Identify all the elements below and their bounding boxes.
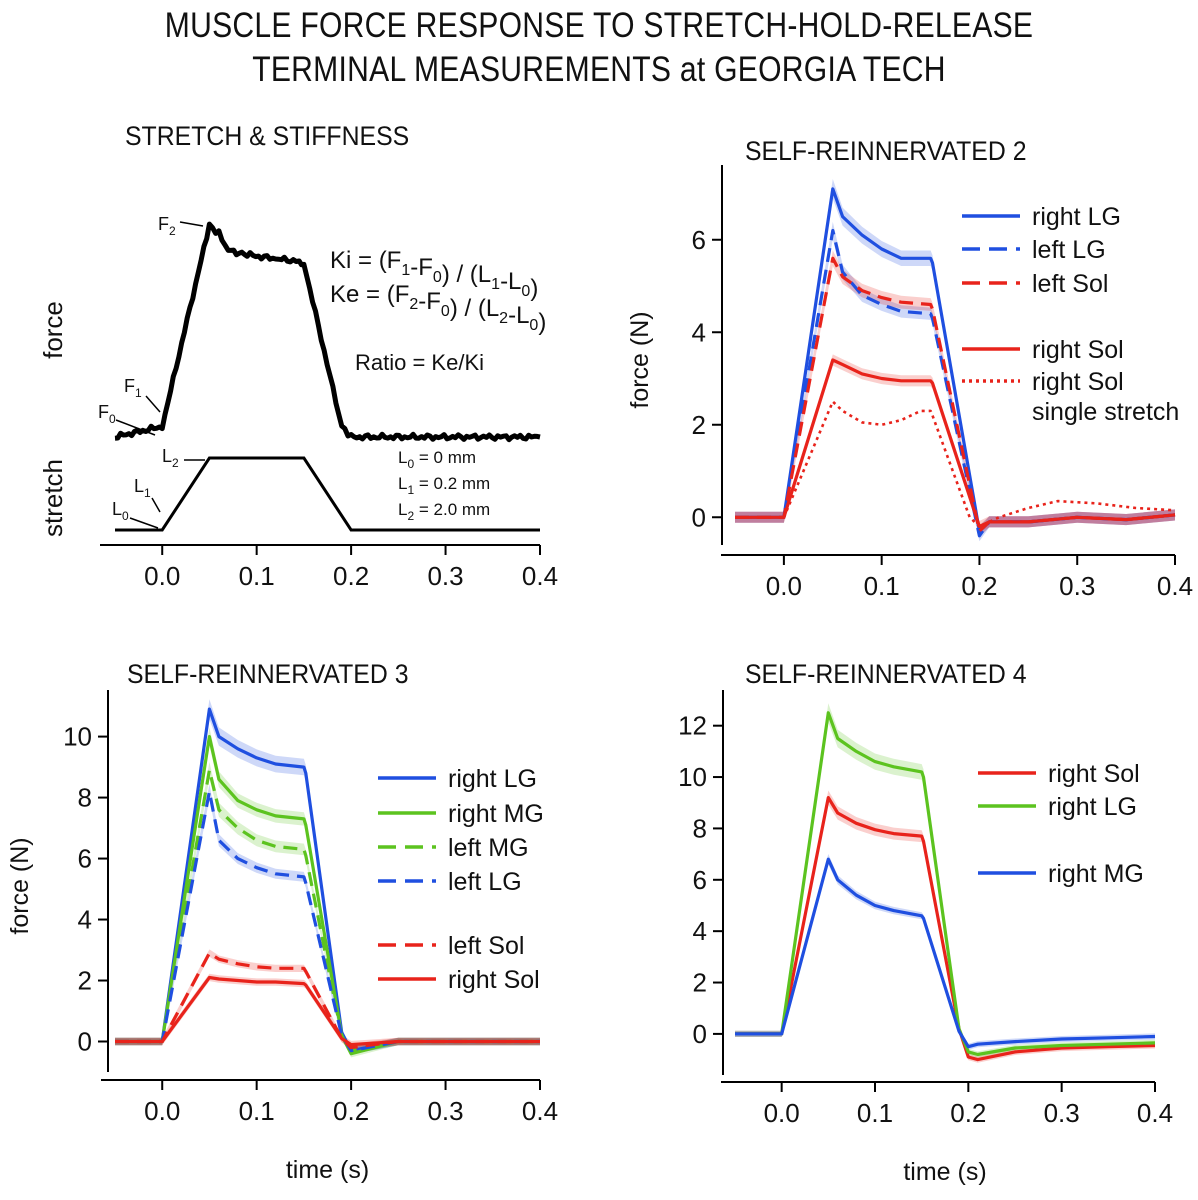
panel-4-x-tick-label: 0.0 bbox=[764, 1098, 800, 1128]
panel-2-x-tick-label: 0.0 bbox=[766, 571, 802, 601]
panel-2-x-tick-label: 0.3 bbox=[1059, 571, 1095, 601]
panel-2-y-tick-label: 0 bbox=[692, 502, 706, 532]
panel-2-legend-label-1: left LG bbox=[1032, 236, 1106, 264]
panel-3-x-tick-label: 0.4 bbox=[522, 1096, 558, 1126]
panel-3-y-tick-label: 8 bbox=[78, 783, 92, 813]
panel-4-series-line-2 bbox=[735, 857, 1156, 1049]
panel-4-y-tick-label: 0 bbox=[693, 1019, 707, 1049]
panel-4-series-line-0 bbox=[735, 795, 1156, 1062]
panel-2-series-band-3 bbox=[735, 354, 1175, 532]
label-F0: F0 bbox=[98, 402, 116, 426]
panel-2-legend-label-0: right LG bbox=[1032, 203, 1121, 231]
stretch-axis-label: stretch bbox=[38, 459, 68, 537]
panel-2-series-line-3 bbox=[735, 358, 1176, 529]
panel-2-series-line-2 bbox=[735, 256, 1176, 533]
equation-ki: Ki = (F1-F0) / (L1-L0) bbox=[330, 247, 538, 302]
panel-4-y-tick-label: 2 bbox=[693, 968, 707, 998]
force-axis-label: force bbox=[38, 301, 68, 359]
stretch-panel-title: STRETCH & STIFFNESS bbox=[125, 122, 409, 151]
panel-2-y-axis-label: force (N) bbox=[626, 311, 654, 408]
panel-3-legend-label-4: left Sol bbox=[448, 932, 524, 960]
panel-3-legend-label-1: right MG bbox=[448, 800, 544, 828]
label-L0: L0 bbox=[112, 499, 129, 523]
panel-4-x-tick-label: 0.3 bbox=[1044, 1098, 1080, 1128]
panel-3-x-tick-label: 0.1 bbox=[239, 1096, 275, 1126]
stretch-panel-x-tick-label: 0.2 bbox=[333, 561, 369, 591]
panel-3-y-tick-label: 6 bbox=[78, 844, 92, 874]
stretch-panel-x-tick-label: 0.1 bbox=[239, 561, 275, 591]
panel-2-legend-label-4: right Sol bbox=[1032, 368, 1124, 396]
panel-4-y-tick-label: 12 bbox=[678, 711, 707, 741]
panel-3-y-tick-label: 2 bbox=[78, 966, 92, 996]
arrow-F1 bbox=[145, 395, 161, 413]
panel-3-legend-label-0: right LG bbox=[448, 765, 537, 793]
panel-3-y-tick-label: 4 bbox=[78, 905, 92, 935]
panel-4-legend-label-1: right LG bbox=[1048, 793, 1137, 821]
panel-2-y-tick-label: 6 bbox=[692, 225, 706, 255]
panel-4-series-line-1 bbox=[735, 711, 1156, 1057]
panel-3-x-tick-label: 0.0 bbox=[144, 1096, 180, 1126]
panel-4-y-tick-label: 10 bbox=[678, 762, 707, 792]
figure-title-line-1: MUSCLE FORCE RESPONSE TO STRETCH-HOLD-RE… bbox=[164, 6, 1034, 45]
arrow-F0 bbox=[115, 419, 156, 436]
equation-ke: Ke = (F2-F0) / (L2-L0) bbox=[330, 281, 546, 336]
panel-3-legend-label-3: left LG bbox=[448, 868, 522, 896]
panel-4-y-tick-label: 6 bbox=[693, 865, 707, 895]
panel-2-x-tick-label: 0.2 bbox=[961, 571, 997, 601]
panel-4-title: SELF-REINNERVATED 4 bbox=[745, 660, 1027, 689]
length-label-2: L2 = 2.0 mm bbox=[398, 500, 490, 523]
panel-4-x-tick-label: 0.4 bbox=[1137, 1098, 1173, 1128]
arrow-L1 bbox=[151, 497, 161, 513]
panel-3-y-axis-label: force (N) bbox=[6, 837, 34, 934]
panel-3-x-tick-label: 0.2 bbox=[333, 1096, 369, 1126]
panel-2-legend-label-4: single stretch bbox=[1032, 398, 1179, 426]
panel-3-legend-label-2: left MG bbox=[448, 834, 529, 862]
panel-2-y-tick-label: 4 bbox=[692, 317, 706, 347]
panel-2-title: SELF-REINNERVATED 2 bbox=[745, 137, 1027, 166]
figure-title-line-2: TERMINAL MEASUREMENTS at GEORGIA TECH bbox=[252, 50, 946, 89]
panel-4-x-tick-label: 0.2 bbox=[950, 1098, 986, 1128]
panel-3-title: SELF-REINNERVATED 3 bbox=[127, 660, 409, 689]
label-L2: L2 bbox=[162, 446, 179, 470]
panel-3-x-tick-label: 0.3 bbox=[427, 1096, 463, 1126]
panel-2-legend-label-3: right Sol bbox=[1032, 336, 1124, 364]
panel-3-x-axis-label: time (s) bbox=[286, 1156, 369, 1184]
label-F2: F2 bbox=[158, 214, 176, 238]
panel-4-y-tick-label: 4 bbox=[693, 916, 707, 946]
force-trace bbox=[114, 221, 541, 443]
panel-4-legend-label-0: right Sol bbox=[1048, 760, 1140, 788]
panel-3-y-tick-label: 10 bbox=[63, 722, 92, 752]
stretch-panel-x-tick-label: 0.3 bbox=[427, 561, 463, 591]
arrow-F2 bbox=[179, 221, 204, 227]
stretch-trace bbox=[115, 456, 540, 532]
panel-3-legend-label-5: right Sol bbox=[448, 966, 540, 994]
label-F1: F1 bbox=[124, 376, 142, 400]
panel-2-y-tick-label: 2 bbox=[692, 410, 706, 440]
length-label-0: L0 = 0 mm bbox=[398, 448, 476, 471]
length-label-1: L1 = 0.2 mm bbox=[398, 474, 490, 497]
panel-3-series-line-5 bbox=[115, 975, 540, 1047]
stretch-panel-x-tick-label: 0.0 bbox=[144, 561, 180, 591]
panel-3-y-tick-label: 0 bbox=[78, 1027, 92, 1057]
panel-2-series-line-4 bbox=[735, 400, 1176, 528]
panel-3-series-line-4 bbox=[115, 951, 540, 1050]
panel-4-y-tick-label: 8 bbox=[693, 813, 707, 843]
panel-4-x-tick-label: 0.1 bbox=[857, 1098, 893, 1128]
panel-2-legend-label-2: left Sol bbox=[1032, 270, 1108, 298]
equation-ratio: Ratio = Ke/Ki bbox=[355, 350, 484, 375]
panel-4-x-axis-label: time (s) bbox=[903, 1158, 986, 1186]
arrow-L0 bbox=[129, 517, 159, 529]
panel-2-x-tick-label: 0.1 bbox=[864, 571, 900, 601]
panel-4-legend-label-2: right MG bbox=[1048, 860, 1144, 888]
stretch-panel-x-tick-label: 0.4 bbox=[522, 561, 558, 591]
panel-2-x-tick-label: 0.4 bbox=[1157, 571, 1193, 601]
label-L1: L1 bbox=[134, 476, 151, 500]
